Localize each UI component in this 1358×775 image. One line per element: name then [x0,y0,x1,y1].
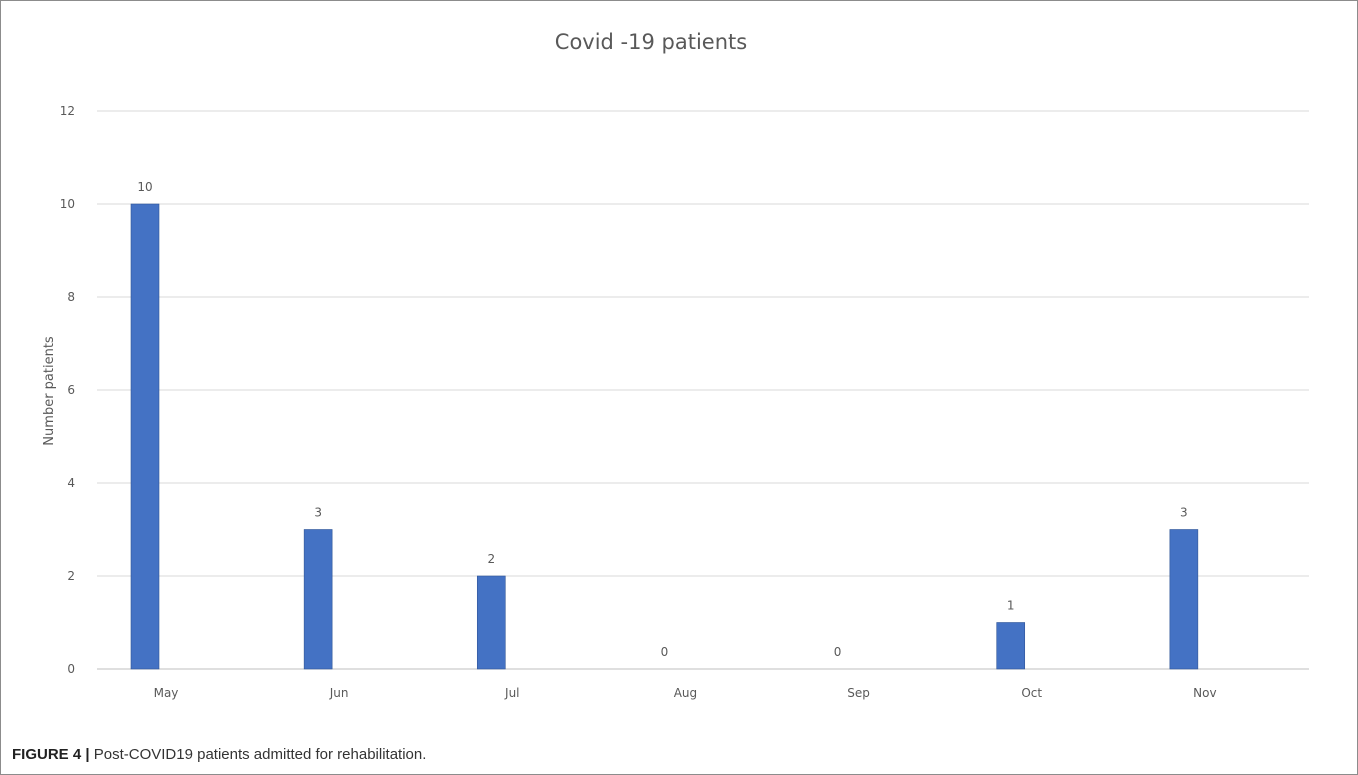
bar-jul [476,575,506,670]
data-label-jun: 3 [314,506,322,520]
x-tick-label-jul: Jul [504,686,519,700]
x-tick-label-may: May [154,686,179,700]
bar-nov [1169,529,1199,670]
data-label-oct: 1 [1007,599,1015,613]
y-tick-label: 10 [60,197,75,211]
data-label-aug: 0 [661,645,669,659]
data-label-jul: 2 [487,552,495,566]
bar-chart: 0 2 4 6 8 10 12 10 3 2 0 0 1 3 May Jun Jul Aug Sep Oct Nov… [42,30,1309,700]
y-tick-label: 2 [67,569,75,583]
bars [130,203,1199,670]
y-tick-label: 12 [60,104,75,118]
y-tick-label: 4 [67,476,75,490]
data-label-nov: 3 [1180,506,1188,520]
x-tick-label-aug: Aug [674,686,697,700]
y-axis-ticks: 0 2 4 6 8 10 12 [60,104,75,676]
bar-may [130,203,160,670]
x-tick-label-jun: Jun [329,686,349,700]
x-tick-label-sep: Sep [847,686,870,700]
figure-label: FIGURE 4 [12,746,82,763]
y-tick-label: 0 [67,662,75,676]
y-axis-label: Number patients [42,336,57,446]
figure-separator: | [85,746,90,763]
data-label-may: 10 [137,180,152,194]
bar-jun [303,529,333,670]
figure-caption-text: Post-COVID19 patients admitted for rehab… [93,746,427,763]
y-tick-label: 6 [67,383,75,397]
x-axis-ticks: May Jun Jul Aug Sep Oct Nov [154,686,1217,700]
data-label-sep: 0 [834,645,842,659]
data-labels: 10 3 2 0 0 1 3 [137,180,1187,659]
bar-oct [996,622,1026,670]
gridlines [97,110,1309,670]
chart-title: Covid -19 patients [555,30,747,54]
caption-band [1,714,1357,774]
x-tick-label-oct: Oct [1021,686,1042,700]
figure-caption: FIGURE 4 | Post-COVID19 patients admitte… [12,746,426,763]
x-tick-label-nov: Nov [1193,686,1216,700]
y-tick-label: 8 [67,290,75,304]
